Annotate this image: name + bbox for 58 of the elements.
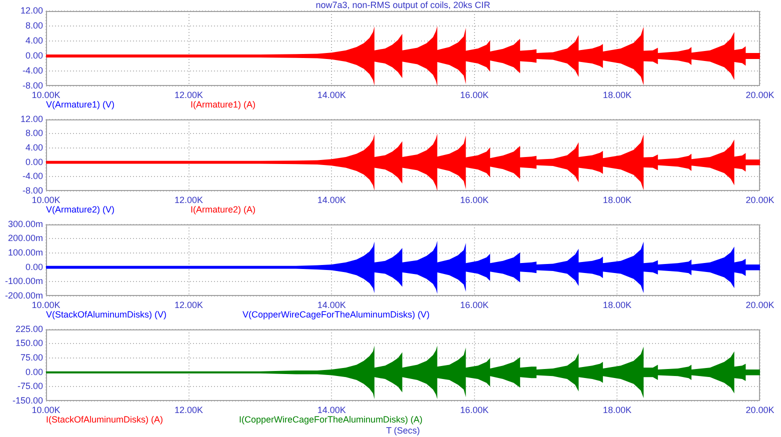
y-tick-label: 200.00m [8, 233, 43, 244]
y-tick-label: 8.00 [25, 20, 43, 30]
y-tick-label: 0.00 [25, 366, 43, 377]
y-tick-label: 100.00m [8, 248, 43, 258]
x-tick-label: 16.00K [460, 404, 489, 415]
x-tick-label: 20.00K [746, 194, 774, 205]
y-tick-label: -150.00 [12, 395, 43, 406]
x-tick-label: 12.00K [174, 404, 204, 415]
x-tick-label: 18.00K [602, 404, 632, 415]
y-tick-label: -4.00 [22, 65, 43, 76]
x-tick-label: 18.00K [602, 300, 632, 310]
chart-title: now7a3, non-RMS output of coils, 20ks CIR [316, 0, 491, 10]
x-tick-label: 14.00K [317, 90, 346, 100]
x-tick-label: 12.00K [174, 300, 204, 310]
legend-label: I(StackOfAluminumDisks) (A) [46, 414, 164, 424]
text: I(Armature1) (A) [190, 99, 256, 110]
y-tick-label: 75.00 [20, 352, 43, 363]
y-tick-label: 4.00 [25, 35, 43, 46]
x-tick-label: 14.00K [317, 300, 346, 310]
x-tick-label: 16.00K [460, 90, 489, 100]
legend-label: V(StackOfAluminumDisks) (V) [46, 309, 167, 320]
y-tick-label: -8.00 [22, 80, 43, 90]
y-tick-label: 300.00m [8, 218, 43, 229]
text: I(CopperWireCageForTheAluminumDisks) (A) [239, 414, 423, 424]
y-tick-label: -100.00m [4, 276, 43, 286]
y-tick-label: 0.00 [25, 50, 43, 60]
y-tick-label: 12.00 [20, 114, 43, 124]
x-tick-label: 20.00K [746, 404, 774, 415]
text: V(CopperWireCageForTheAluminumDisks) (V) [242, 309, 430, 320]
x-tick-label: 10.00K [32, 90, 60, 100]
x-tick-label: 12.00K [174, 194, 204, 205]
x-tick-label: 18.00K [602, 90, 632, 100]
text: I(Armature2) (A) [190, 204, 256, 214]
x-tick-label: 14.00K [317, 404, 346, 415]
y-tick-label: -75.00 [17, 381, 43, 392]
y-tick-label: -200.00m [4, 290, 43, 300]
x-tick-label: 10.00K [32, 194, 60, 205]
y-tick-label: 0.00 [25, 262, 43, 272]
x-tick-label: 20.00K [746, 300, 774, 310]
y-tick-label: 0.00 [25, 156, 43, 167]
y-tick-label: 4.00 [25, 142, 43, 153]
y-tick-label: 8.00 [25, 128, 43, 138]
legend-label: V(Armature2) (V) [46, 204, 115, 214]
x-tick-label: 20.00K [746, 90, 774, 100]
y-tick-label: -4.00 [22, 171, 43, 182]
x-tick-label: 14.00K [317, 194, 346, 205]
y-tick-label: -8.00 [22, 185, 43, 196]
x-tick-label: 10.00K [32, 300, 60, 310]
x-tick-label: 18.00K [602, 194, 632, 205]
x-tick-label: 16.00K [460, 300, 489, 310]
x-tick-label: 10.00K [32, 404, 60, 415]
x-axis-title: T (Secs) [386, 425, 420, 436]
y-tick-label: 12.00 [20, 5, 43, 16]
y-tick-label: 150.00 [15, 338, 43, 348]
legend-label: V(Armature1) (V) [46, 99, 115, 110]
x-tick-label: 12.00K [174, 90, 204, 100]
x-tick-label: 16.00K [460, 194, 489, 205]
y-tick-label: 225.00 [15, 324, 43, 334]
